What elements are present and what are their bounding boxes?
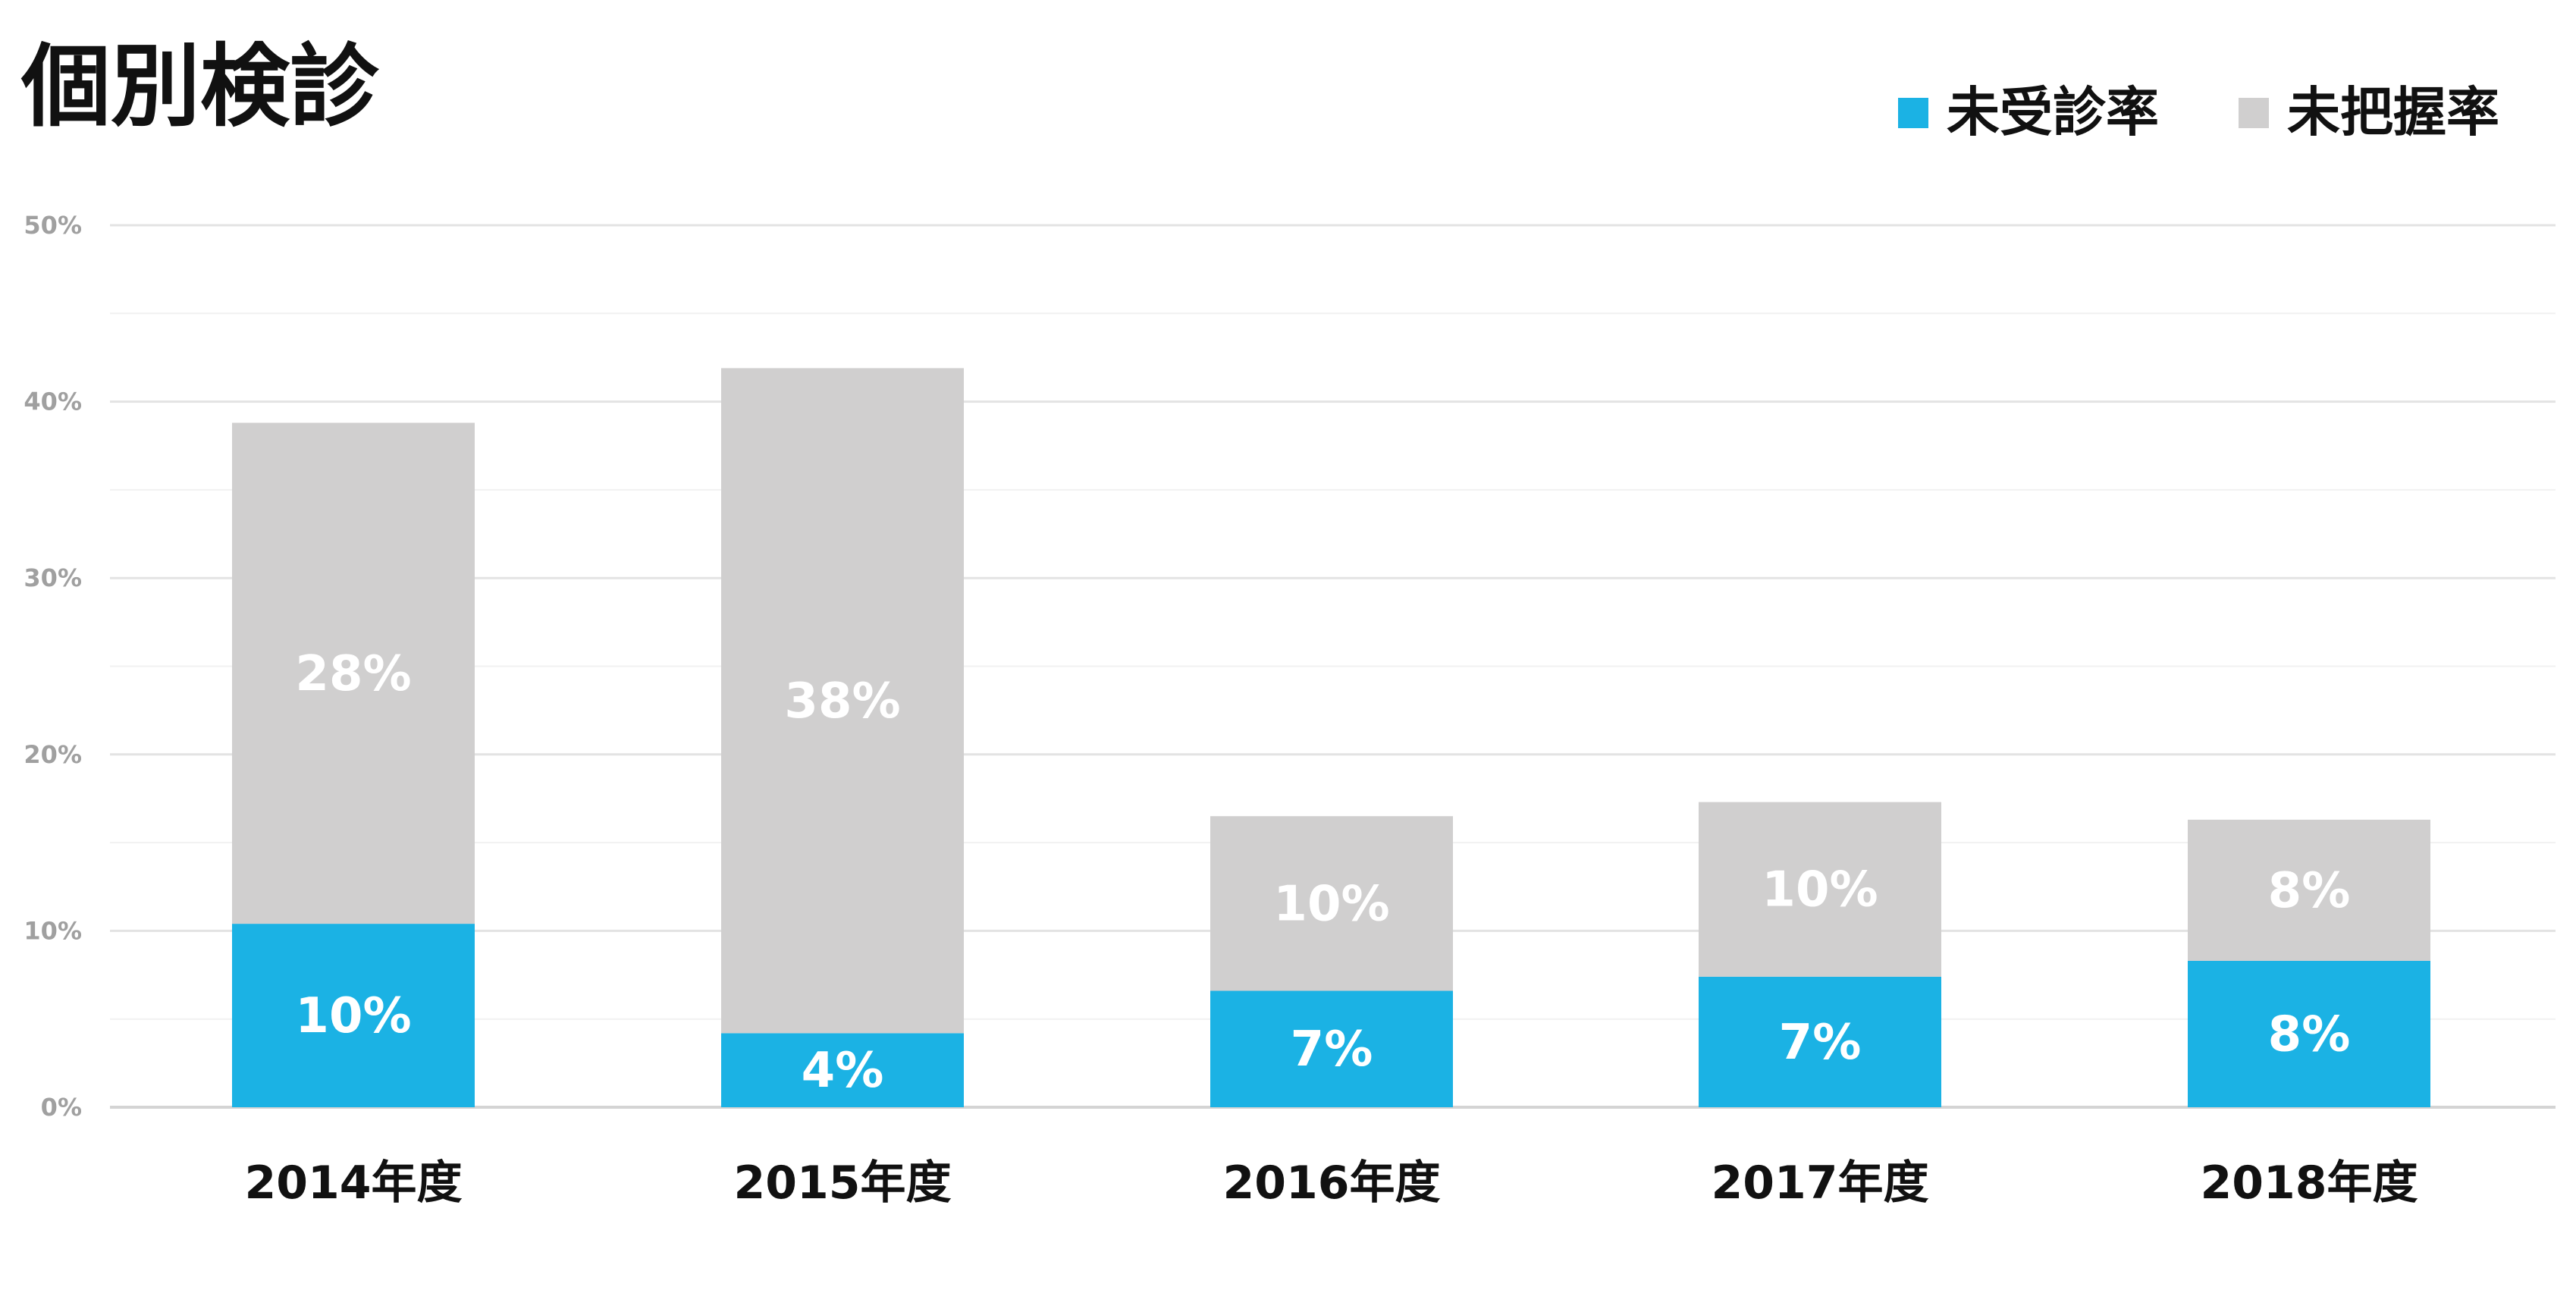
bar-label-unknown: 10% [1762,862,1878,918]
y-axis-ticks: 0% 10% 20% 30% 40% 50% [24,211,82,1122]
y-tick-label: 0% [41,1093,82,1122]
legend-label-unknown: 未把握率 [2287,81,2499,143]
bar-label-unexamined: 10% [295,988,411,1044]
legend-label-unexamined: 未受診率 [1947,81,2159,143]
bar-label-unexamined: 7% [1779,1015,1862,1071]
bars [232,368,2430,1107]
y-tick-label: 30% [24,563,82,592]
x-tick-label: 2014年度 [245,1157,463,1210]
y-tick-label: 10% [24,916,82,945]
legend: 未受診率 未把握率 [1898,81,2499,143]
bar-segment-unknown [1210,816,1453,991]
x-axis-ticks: 2014年度 2015年度 2016年度 2017年度 2018年度 [245,1157,2418,1210]
bar-segment-unknown [2188,819,2430,961]
bar-label-unknown: 8% [2268,863,2351,919]
gridlines [110,224,2556,1109]
bar-label-unknown: 10% [1273,876,1389,932]
y-tick-label: 50% [24,211,82,240]
bar-segment-unknown [1699,802,1941,977]
y-tick-label: 20% [24,740,82,769]
chart-title: 個別検診 [20,34,380,139]
bar-segment-unexamined [2188,960,2430,1107]
x-tick-label: 2018年度 [2201,1157,2418,1210]
legend-swatch-unexamined [1898,98,1928,128]
bar-segment-unexamined [1210,990,1453,1107]
y-tick-label: 40% [24,388,82,416]
bar-label-unexamined: 7% [1291,1022,1373,1078]
x-tick-label: 2015年度 [734,1157,952,1210]
bar-segment-unexamined [232,924,475,1107]
legend-swatch-unknown [2239,98,2269,128]
bar-label-unknown: 38% [784,673,900,730]
bar-label-unexamined: 4% [802,1043,884,1099]
bar-segment-unknown [721,368,964,1034]
bar-label-unexamined: 8% [2268,1006,2351,1062]
bar-label-unknown: 28% [295,646,411,702]
bar-segment-unexamined [721,1033,964,1107]
bar-labels: 10% 28% 4% 38% 7% 10% 7% 10% 8% 8% [295,646,2350,1099]
x-tick-label: 2016年度 [1223,1157,1441,1210]
bar-segment-unknown [232,422,475,924]
x-tick-label: 2017年度 [1712,1157,1929,1210]
bar-segment-unexamined [1699,976,1941,1107]
